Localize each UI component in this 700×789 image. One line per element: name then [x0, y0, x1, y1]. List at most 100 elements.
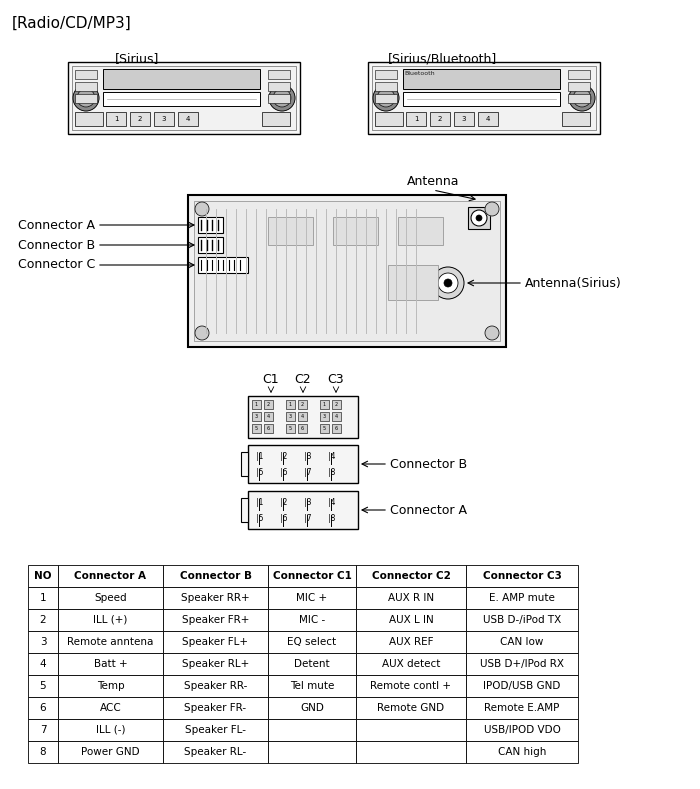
Bar: [75, 94, 97, 103]
Bar: [368, 62, 600, 134]
Text: C3: C3: [328, 373, 344, 386]
Bar: [163, 653, 268, 675]
Bar: [163, 719, 268, 741]
Bar: [478, 112, 498, 126]
Bar: [268, 609, 356, 631]
Bar: [103, 92, 260, 106]
Text: 4: 4: [335, 414, 338, 419]
Bar: [466, 609, 578, 631]
Text: 4: 4: [486, 116, 490, 122]
Bar: [320, 400, 329, 409]
Text: Connector A: Connector A: [74, 571, 146, 581]
Bar: [332, 412, 341, 421]
Text: [Sirius]: [Sirius]: [115, 52, 160, 65]
Text: 5: 5: [289, 426, 292, 431]
Bar: [264, 424, 273, 433]
Text: Speaker FL-: Speaker FL-: [185, 725, 246, 735]
Bar: [356, 741, 466, 763]
Text: Connector C1: Connector C1: [272, 571, 351, 581]
Bar: [466, 719, 578, 741]
Text: 4: 4: [186, 116, 190, 122]
Text: |8: |8: [328, 514, 335, 523]
Circle shape: [432, 267, 464, 299]
Bar: [268, 719, 356, 741]
Bar: [28, 675, 58, 697]
Circle shape: [485, 326, 499, 340]
Text: |4: |4: [328, 498, 335, 507]
Text: |8: |8: [328, 468, 335, 477]
Text: |1: |1: [256, 498, 263, 507]
Bar: [154, 112, 174, 126]
Bar: [163, 631, 268, 653]
Text: 5: 5: [40, 681, 46, 691]
Bar: [58, 741, 163, 763]
Circle shape: [195, 326, 209, 340]
Circle shape: [195, 202, 209, 216]
Circle shape: [273, 89, 291, 107]
Bar: [372, 66, 596, 130]
Text: NO: NO: [34, 571, 52, 581]
Circle shape: [476, 215, 482, 221]
Text: 1: 1: [40, 593, 46, 603]
Bar: [268, 653, 356, 675]
Bar: [466, 741, 578, 763]
Bar: [320, 424, 329, 433]
Text: [Sirius/Bluetooth]: [Sirius/Bluetooth]: [388, 52, 497, 65]
Text: Power GND: Power GND: [81, 747, 140, 757]
Text: AUX detect: AUX detect: [382, 659, 440, 669]
Text: Connector A: Connector A: [18, 219, 95, 231]
Bar: [68, 62, 300, 134]
Text: AUX R IN: AUX R IN: [388, 593, 434, 603]
Text: |7: |7: [304, 468, 312, 477]
Bar: [163, 675, 268, 697]
Text: 6: 6: [301, 426, 304, 431]
Text: 4: 4: [267, 414, 270, 419]
Text: 1: 1: [255, 402, 258, 407]
Bar: [403, 92, 560, 106]
Bar: [75, 82, 97, 91]
Bar: [264, 412, 273, 421]
Text: ILL (+): ILL (+): [93, 615, 127, 625]
Text: |5: |5: [256, 468, 263, 477]
Bar: [58, 565, 163, 587]
Text: Speaker RR-: Speaker RR-: [184, 681, 247, 691]
Bar: [356, 675, 466, 697]
Text: |4: |4: [328, 452, 335, 461]
Text: |2: |2: [280, 498, 288, 507]
Bar: [466, 675, 578, 697]
Bar: [58, 609, 163, 631]
Bar: [320, 412, 329, 421]
Bar: [58, 631, 163, 653]
Text: EQ select: EQ select: [288, 637, 337, 647]
Text: C2: C2: [295, 373, 312, 386]
Bar: [198, 237, 223, 253]
Bar: [466, 697, 578, 719]
Bar: [356, 719, 466, 741]
Text: 2: 2: [138, 116, 142, 122]
Text: 3: 3: [462, 116, 466, 122]
Bar: [163, 587, 268, 609]
Bar: [28, 653, 58, 675]
Text: Connector C: Connector C: [18, 259, 95, 271]
Bar: [163, 741, 268, 763]
Bar: [468, 207, 490, 229]
Bar: [332, 400, 341, 409]
Bar: [268, 741, 356, 763]
Text: |5: |5: [256, 514, 263, 523]
Circle shape: [73, 85, 99, 111]
Text: Remote contl +: Remote contl +: [370, 681, 452, 691]
Bar: [466, 631, 578, 653]
Bar: [163, 609, 268, 631]
Text: Detent: Detent: [294, 659, 330, 669]
Text: AUX REF: AUX REF: [389, 637, 433, 647]
Bar: [252, 400, 261, 409]
Text: Connector A: Connector A: [390, 503, 467, 517]
Text: Speaker FL+: Speaker FL+: [183, 637, 248, 647]
Text: [Radio/CD/MP3]: [Radio/CD/MP3]: [12, 16, 132, 31]
Text: |6: |6: [280, 468, 288, 477]
Bar: [298, 400, 307, 409]
Text: 1: 1: [289, 402, 292, 407]
Bar: [406, 112, 426, 126]
Text: 6: 6: [267, 426, 270, 431]
Bar: [268, 565, 356, 587]
